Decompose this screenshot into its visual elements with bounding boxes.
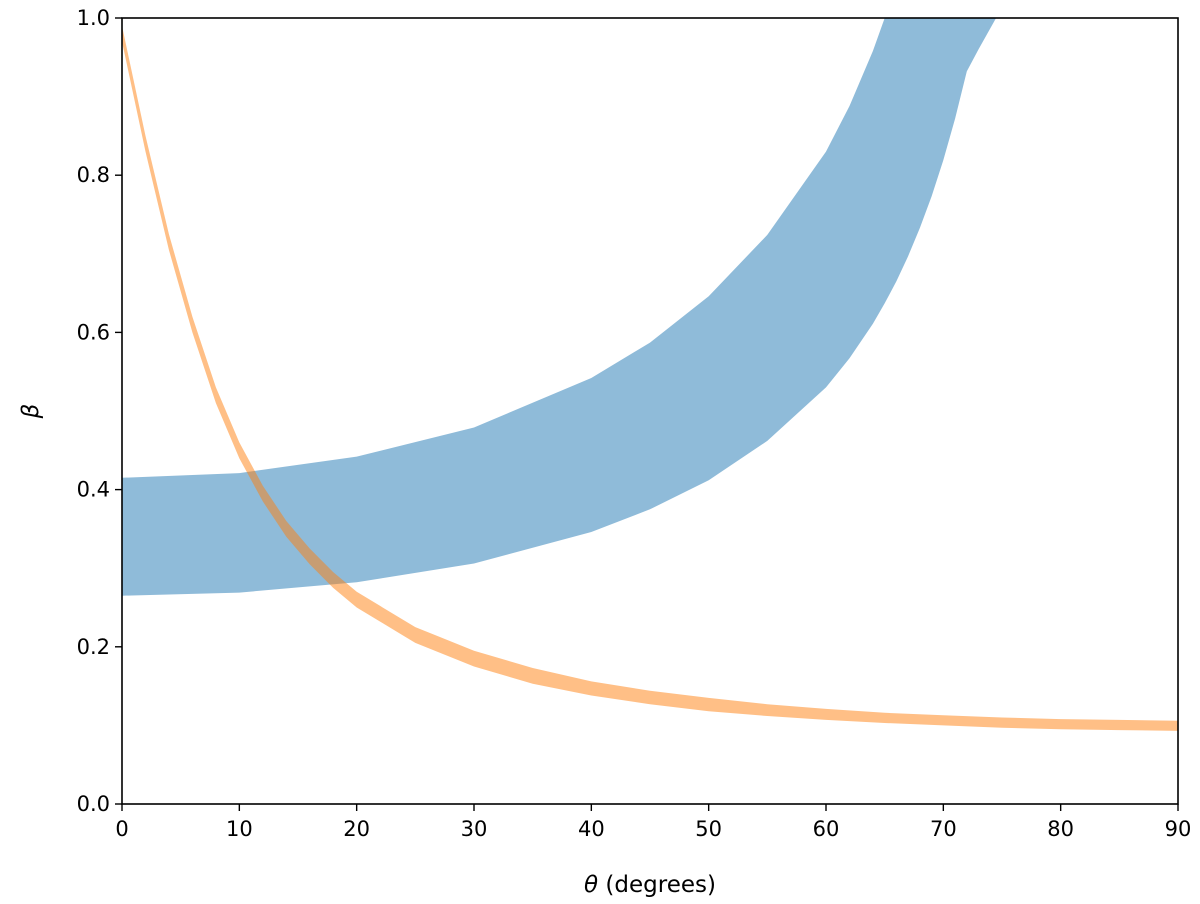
- x-tick-label: 70: [930, 817, 957, 841]
- plot-frame: [121, 17, 1179, 805]
- y-tick-label: 0.6: [77, 320, 110, 344]
- x-tick-label: 80: [1047, 817, 1074, 841]
- x-tick-label: 40: [578, 817, 605, 841]
- x-tick-label: 20: [343, 817, 370, 841]
- x-axis-ticks: 0 10 20 30 40 50 60 70 80 90: [115, 804, 1191, 841]
- y-axis-ticks: 0.0 0.2 0.4 0.6 0.8 1.0: [77, 6, 122, 816]
- data-bands: [122, 18, 1178, 731]
- x-tick-label: 50: [695, 817, 722, 841]
- y-tick-label: 0.0: [77, 792, 110, 816]
- y-tick-label: 0.4: [77, 478, 110, 502]
- x-tick-label: 30: [461, 817, 488, 841]
- x-tick-label: 60: [813, 817, 840, 841]
- x-axis-label: θ (degrees): [584, 872, 716, 898]
- x-tick-label: 0: [115, 817, 128, 841]
- y-tick-label: 1.0: [77, 6, 110, 30]
- x-tick-label: 10: [226, 817, 253, 841]
- y-tick-label: 0.2: [77, 635, 110, 659]
- band-series-1: [122, 18, 997, 596]
- x-tick-label: 90: [1165, 817, 1192, 841]
- x-axis-label-text: (degrees): [598, 872, 716, 898]
- x-axis-label-symbol: θ: [584, 872, 598, 898]
- y-axis-label: β: [18, 404, 44, 420]
- y-tick-label: 0.8: [77, 163, 110, 187]
